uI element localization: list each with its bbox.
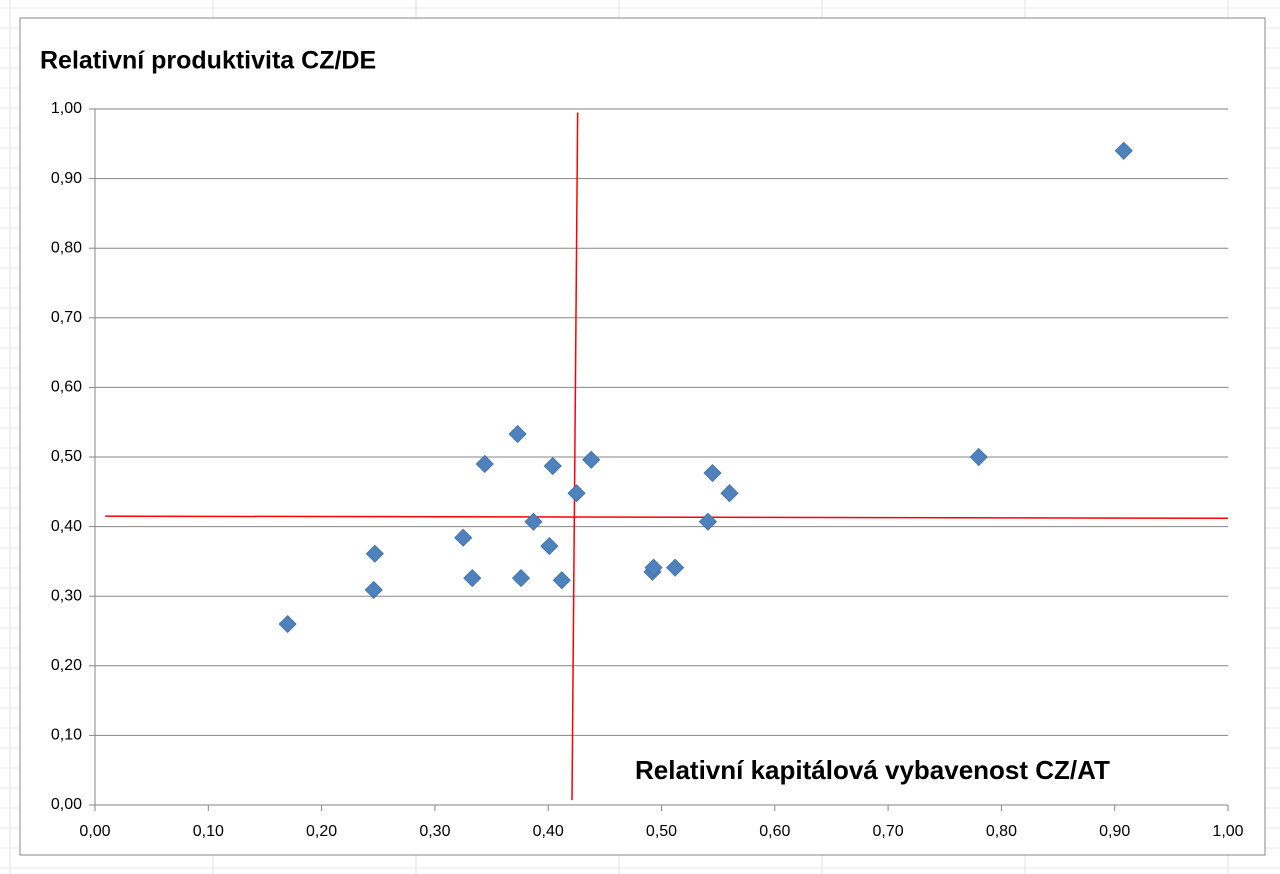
point	[1114, 141, 1133, 160]
point	[540, 537, 559, 556]
y-tick-label: 0,00	[51, 796, 82, 813]
point	[463, 569, 482, 588]
point	[666, 558, 685, 577]
y-tick-label: 0,70	[51, 309, 82, 326]
point	[552, 571, 571, 590]
x-tick-label: 0,80	[986, 823, 1017, 840]
x-axis-title: Relativní kapitálová vybavenost CZ/AT	[635, 755, 1110, 785]
point	[454, 528, 473, 547]
reference-line	[571, 112, 579, 801]
x-tick-label: 0,90	[1099, 823, 1130, 840]
chart-title: Relativní produktivita CZ/DE	[40, 47, 376, 75]
y-tick-label: 0,60	[51, 379, 82, 396]
x-tick-label: 1,00	[1212, 823, 1243, 840]
y-tick-label: 0,10	[51, 727, 82, 744]
reference-line	[105, 515, 1229, 519]
point	[543, 456, 562, 476]
point	[365, 544, 384, 563]
point	[567, 484, 586, 503]
y-tick-label: 0,20	[51, 657, 82, 674]
x-tick-label: 0,50	[646, 823, 677, 840]
point	[278, 614, 297, 634]
point	[703, 463, 722, 483]
y-tick-label: 0,50	[51, 448, 82, 465]
point	[969, 447, 988, 467]
point	[720, 484, 739, 503]
x-tick-label: 0,40	[533, 823, 564, 840]
x-tick-label: 0,30	[419, 823, 450, 840]
x-tick-label: 0,60	[759, 823, 790, 840]
y-tick-label: 0,40	[51, 518, 82, 535]
y-tick-label: 0,80	[51, 239, 82, 256]
y-tick-label: 1,00	[51, 100, 82, 117]
chart-area	[19, 17, 1266, 856]
point	[511, 569, 531, 588]
point	[364, 580, 383, 600]
point	[524, 512, 543, 531]
y-tick-label: 0,90	[51, 170, 82, 187]
point	[475, 454, 494, 474]
point	[582, 450, 601, 469]
x-tick-label: 0,00	[79, 823, 110, 840]
y-tick-label: 0,30	[51, 587, 82, 604]
x-tick-label: 0,20	[306, 823, 337, 840]
x-tick-label: 0,70	[873, 823, 904, 840]
point	[644, 558, 663, 577]
point	[698, 512, 718, 531]
x-tick-label: 0,10	[193, 823, 224, 840]
point	[508, 424, 527, 444]
